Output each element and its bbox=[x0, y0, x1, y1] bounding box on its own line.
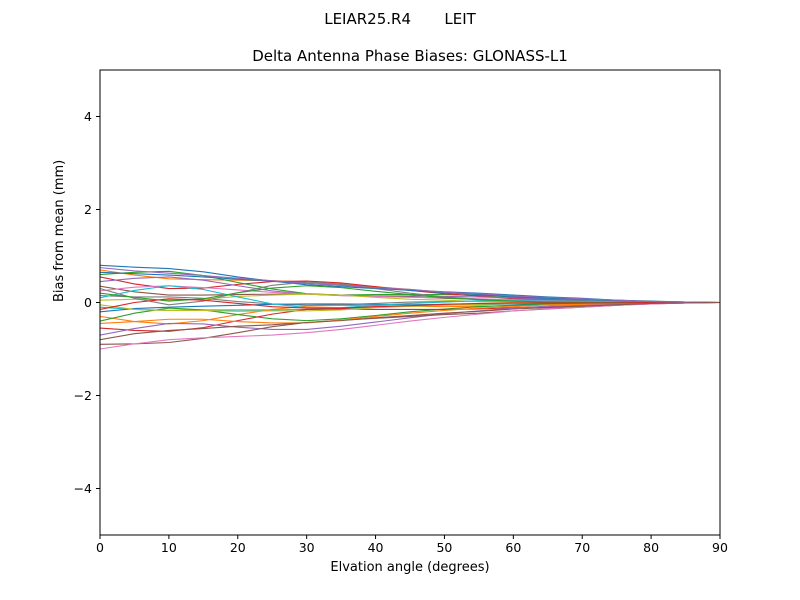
y-tick-label: −4 bbox=[74, 481, 92, 496]
series-group bbox=[100, 264, 720, 350]
x-tick-label: 80 bbox=[643, 540, 659, 555]
x-tick-label: 20 bbox=[230, 540, 246, 555]
x-tick-label: 0 bbox=[96, 540, 104, 555]
x-tick-label: 10 bbox=[161, 540, 177, 555]
figure-suptitle: LEIAR25.R4 LEIT bbox=[324, 10, 476, 28]
y-tick-label: 4 bbox=[84, 109, 92, 124]
series-line-sv24 bbox=[100, 298, 720, 311]
x-tick-label: 30 bbox=[299, 540, 315, 555]
x-tick-label: 40 bbox=[368, 540, 384, 555]
y-tick-label: −2 bbox=[74, 388, 92, 403]
series-line-sv20 bbox=[100, 285, 720, 309]
x-tick-label: 50 bbox=[436, 540, 452, 555]
axes-title: Delta Antenna Phase Biases: GLONASS-L1 bbox=[252, 47, 568, 65]
series-line-sv26 bbox=[100, 301, 720, 341]
series-line-sv25 bbox=[100, 267, 720, 304]
y-tick-label: 2 bbox=[84, 202, 92, 217]
x-axis-label: Elvation angle (degrees) bbox=[330, 560, 490, 575]
x-tick-label: 60 bbox=[505, 540, 521, 555]
x-tick-label: 70 bbox=[574, 540, 590, 555]
x-tick-label: 90 bbox=[712, 540, 728, 555]
y-tick-label: 0 bbox=[84, 295, 92, 310]
